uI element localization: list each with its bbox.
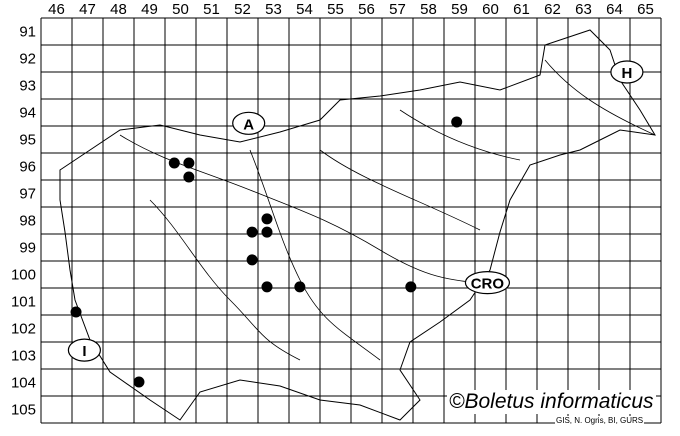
record-dot [70,306,82,318]
column-label: 62 [544,1,561,18]
record-dot [451,116,463,128]
column-label: 46 [48,1,65,18]
country-label-text: I [82,343,86,360]
column-label: 54 [296,1,313,18]
column-label: 61 [513,1,530,18]
row-label: 92 [19,51,36,68]
river [119,59,656,361]
country-label-i: I [67,338,102,362]
map-grid [40,17,662,424]
row-label: 96 [19,159,36,176]
row-label: 93 [19,78,36,95]
record-dots [70,116,463,388]
record-dot [246,226,258,238]
record-dot [261,213,273,225]
label-ellipse [610,60,644,84]
row-label: 99 [19,240,36,257]
record-dot [246,254,258,266]
column-label: 52 [234,1,251,18]
copyright-text: ©Boletus informaticus [447,390,656,414]
row-label: 94 [19,105,36,122]
label-ellipse [232,111,266,135]
column-label: 51 [203,1,220,18]
column-label: 63 [575,1,592,18]
row-label: 91 [19,24,36,41]
row-label: 102 [11,321,36,338]
label-ellipse [67,338,102,362]
column-label: 48 [110,1,127,18]
record-dot [183,171,195,183]
record-dot [261,226,273,238]
country-label-cro: CRO [464,271,510,295]
record-dot [294,281,306,293]
country-border [59,29,656,421]
slovenia-border [59,29,656,421]
country-label-text: A [243,116,254,133]
record-dot [261,281,273,293]
column-label: 59 [451,1,468,18]
row-label: 100 [11,267,36,284]
column-labels: 46 47 48 49 50 51 52 53 54 55 56 57 58 59 60 61 62 63 64 65 [48,1,654,18]
column-label: 58 [420,1,437,18]
column-label: 53 [265,1,282,18]
column-label: 64 [606,1,623,18]
column-label: 55 [327,1,344,18]
row-label: 105 [11,402,36,419]
country-labels: A H CRO I [67,60,644,362]
row-labels: 91 92 93 94 95 96 97 98 99 100 101 102 103 104 105 [11,24,36,419]
label-ellipse [464,271,510,295]
record-dot [405,281,417,293]
record-dot [168,157,180,169]
record-dot [183,157,195,169]
record-dot [133,376,145,388]
row-label: 101 [11,294,36,311]
country-label-text: CRO [471,276,505,293]
country-label-h: H [610,60,644,84]
row-label: 98 [19,213,36,230]
row-label: 103 [11,348,36,365]
column-label: 57 [389,1,406,18]
column-label: 49 [141,1,158,18]
credit-text: GIS, N. Ogris, BI, GURS [555,416,645,425]
row-label: 95 [19,132,36,149]
column-label: 50 [172,1,189,18]
country-label-text: H [621,65,632,82]
column-label: 65 [637,1,654,18]
column-label: 60 [482,1,499,18]
row-label: 104 [11,375,36,392]
country-label-a: A [232,111,266,135]
row-label: 97 [19,186,36,203]
column-label: 56 [358,1,375,18]
column-label: 47 [79,1,96,18]
